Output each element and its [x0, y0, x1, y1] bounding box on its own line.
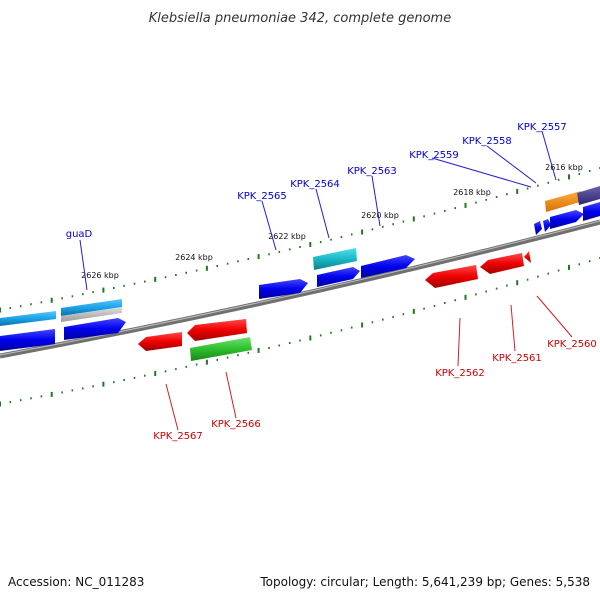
pseudo-feature-guad[interactable] — [61, 307, 122, 322]
gene-label-kpk-2565[interactable]: KPK_2565 — [237, 191, 287, 202]
gene-label-kpk-2566[interactable]: KPK_2566 — [211, 419, 261, 430]
genome-backbone-highlight — [0, 220, 600, 356]
cds-kpk-2563[interactable] — [361, 255, 415, 278]
rna-kpk-2564[interactable] — [313, 248, 357, 270]
reverse-tick-track — [0, 257, 600, 407]
purple-feature[interactable] — [577, 186, 600, 205]
tick-label-2626: 2626 kbp — [81, 271, 119, 280]
cds-kpk-2560[interactable] — [524, 251, 531, 263]
rna-feature-guad[interactable] — [61, 299, 122, 316]
genome-backbone — [0, 219, 600, 359]
gene-label-guad[interactable]: guaD — [66, 229, 93, 240]
cds-forward-left[interactable] — [0, 329, 55, 351]
gene-label-kpk-2567[interactable]: KPK_2567 — [153, 431, 203, 442]
gene-label-kpk-2562[interactable]: KPK_2562 — [435, 368, 485, 379]
tick-label-2618: 2618 kbp — [453, 188, 491, 197]
forward-leaders — [79, 130, 557, 291]
reverse-features — [138, 251, 531, 361]
cds-right-edge[interactable] — [583, 202, 600, 221]
cds-kpk-2562[interactable] — [425, 265, 478, 288]
cds-kpk-2558[interactable] — [543, 219, 551, 232]
tick-label-2616: 2616 kbp — [545, 163, 583, 172]
tick-label-2624: 2624 kbp — [175, 253, 213, 262]
orange-feature[interactable] — [545, 191, 581, 212]
gene-label-kpk-2558[interactable]: KPK_2558 — [462, 136, 512, 147]
forward-tick-track — [0, 167, 600, 313]
cds-kpk-2564[interactable] — [317, 267, 360, 287]
gene-label-kpk-2557[interactable]: KPK_2557 — [517, 122, 567, 133]
gene-label-kpk-2564[interactable]: KPK_2564 — [290, 179, 340, 190]
cds-guad[interactable] — [64, 318, 126, 340]
tick-label-2622: 2622 kbp — [268, 232, 306, 241]
cds-kpk-2559[interactable] — [534, 221, 542, 235]
tick-label-2620: 2620 kbp — [361, 211, 399, 220]
map-title: Klebsiella pneumoniae 342, complete geno… — [149, 11, 451, 26]
gene-label-kpk-2561[interactable]: KPK_2561 — [492, 353, 542, 364]
cds-kpk-2566[interactable] — [187, 319, 247, 341]
gene-label-kpk-2563[interactable]: KPK_2563 — [347, 166, 397, 177]
cds-kpk-2561[interactable] — [480, 253, 524, 274]
cds-kpk-2567[interactable] — [138, 332, 182, 351]
gene-label-kpk-2559[interactable]: KPK_2559 — [409, 150, 459, 161]
cds-kpk-2565[interactable] — [259, 279, 308, 299]
cds-kpk-2557[interactable] — [550, 210, 584, 229]
rna-kpk-2566[interactable] — [190, 337, 252, 361]
gene-label-kpk-2560[interactable]: KPK_2560 — [547, 339, 597, 350]
accession-label: Accession: NC_011283 — [8, 575, 144, 589]
genome-summary: Topology: circular; Length: 5,641,239 bp… — [259, 575, 590, 589]
forward-features — [0, 186, 600, 351]
rna-feature-left[interactable] — [0, 311, 56, 326]
reverse-leaders — [165, 295, 573, 431]
